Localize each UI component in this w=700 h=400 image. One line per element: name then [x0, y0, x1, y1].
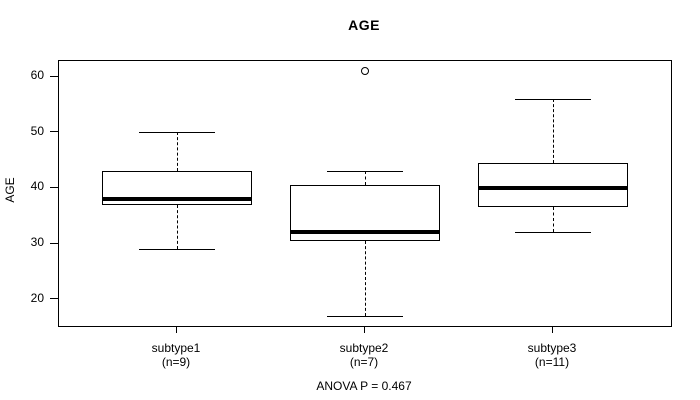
group-label-count: (n=7)	[349, 355, 379, 369]
upper-whisker-cap	[515, 98, 591, 100]
median-line	[478, 185, 628, 190]
y-tick-mark	[50, 75, 58, 77]
upper-whisker-cap	[139, 132, 215, 134]
y-tick-label: 40	[30, 179, 44, 194]
upper-whisker	[365, 171, 366, 186]
group-label: subtype3 (n=11)	[528, 341, 577, 369]
anova-annotation: ANOVA P = 0.467	[316, 379, 412, 393]
group-label: subtype1 (n=9)	[152, 341, 201, 369]
lower-whisker	[553, 207, 554, 233]
group-label-name: subtype1	[151, 341, 201, 355]
chart-title: AGE	[348, 17, 380, 33]
y-tick-mark	[50, 186, 58, 188]
group-label-name: subtype3	[527, 341, 577, 355]
y-tick-mark	[50, 131, 58, 133]
lower-whisker-cap	[515, 232, 591, 234]
lower-whisker-cap	[327, 315, 403, 317]
plot-area	[58, 60, 672, 327]
iqr-box	[478, 162, 628, 208]
outlier-point	[361, 67, 369, 76]
group-label-count: (n=9)	[161, 355, 191, 369]
group-label: subtype2 (n=7)	[340, 341, 389, 369]
y-tick-label: 30	[30, 235, 44, 250]
lower-whisker	[365, 240, 366, 316]
group-label-name: subtype2	[339, 341, 389, 355]
y-tick-mark	[50, 298, 58, 300]
median-line	[290, 230, 440, 235]
y-tick-label: 50	[30, 123, 44, 138]
y-tick-label: 60	[30, 68, 44, 83]
lower-whisker-cap	[139, 249, 215, 251]
median-line	[102, 197, 252, 202]
lower-whisker	[177, 204, 178, 250]
x-tick-mark	[176, 326, 177, 333]
upper-whisker	[177, 132, 178, 172]
y-tick-mark	[50, 242, 58, 244]
x-tick-mark	[552, 326, 553, 333]
y-tick-label: 20	[30, 290, 44, 305]
upper-whisker	[553, 98, 554, 163]
x-tick-mark	[364, 326, 365, 333]
upper-whisker-cap	[327, 171, 403, 173]
group-label-count: (n=11)	[534, 355, 570, 369]
